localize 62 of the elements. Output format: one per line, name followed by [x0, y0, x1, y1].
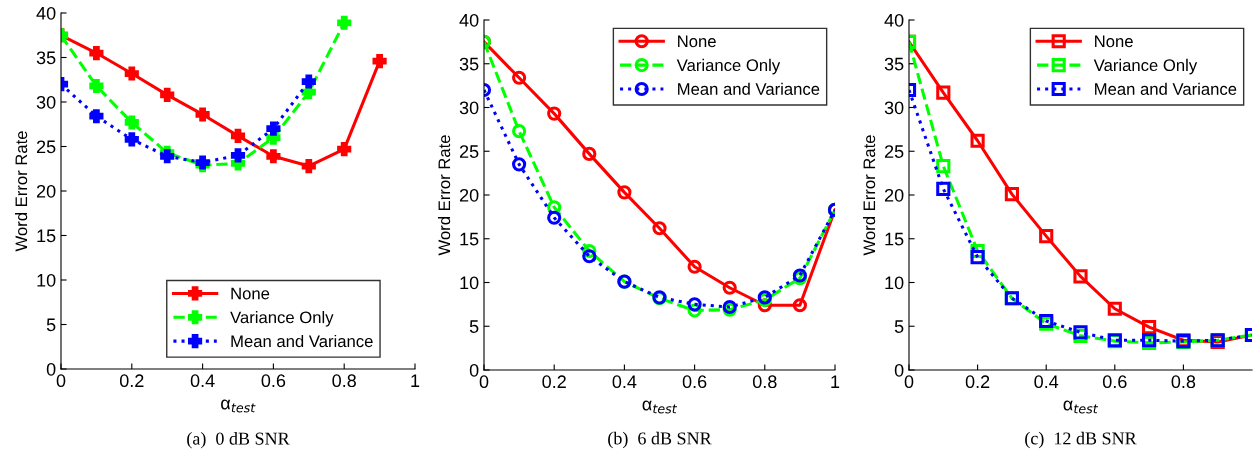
x-axis-title: α$_{test}$	[221, 399, 256, 413]
y-tick-label: 25	[459, 145, 479, 158]
x-tick-label: 0.2	[119, 374, 144, 388]
y-axis-title: Word Error Rate	[437, 135, 451, 256]
legend-label: None	[1095, 35, 1133, 48]
y-tick-label: 5	[894, 320, 904, 333]
x-tick-label: 0.4	[1034, 375, 1059, 389]
y-tick-label: 20	[884, 188, 904, 202]
y-tick-label: 10	[37, 273, 56, 287]
x-tick-label: 1	[411, 374, 420, 387]
y-tick-label: 35	[884, 57, 904, 71]
y-tick-label: 25	[884, 145, 904, 158]
y-tick-label: 15	[885, 232, 904, 246]
x-axis-title: α$_{test}$	[1063, 400, 1099, 414]
x-tick-label: 0.4	[190, 374, 215, 388]
y-tick-label: 0	[894, 363, 904, 377]
legend-label: None	[678, 35, 716, 48]
y-tick-label: 30	[459, 101, 479, 115]
x-tick-label: 0	[56, 374, 66, 388]
y-tick-label: 5	[46, 318, 56, 332]
y-tick-label: 30	[884, 101, 904, 115]
y-tick-label: 25	[36, 140, 56, 154]
y-tick-label: 10	[460, 276, 479, 290]
y-tick-label: 15	[37, 229, 56, 243]
y-tick-label: 0	[469, 363, 479, 377]
y-tick-label: 20	[459, 188, 479, 202]
y-tick-label: 35	[459, 57, 479, 71]
x-tick-label: 0.2	[965, 375, 990, 389]
legend-label: None	[231, 287, 270, 300]
y-tick-label: 40	[884, 13, 904, 27]
text: (c) 12 dB SNR	[1025, 431, 1137, 449]
x-tick-label: 0	[904, 375, 914, 389]
y-tick-label: 40	[459, 13, 479, 27]
legend-label: Mean and Variance	[231, 334, 373, 348]
x-tick-label: 0.8	[1171, 375, 1196, 389]
x-tick-label: 0.6	[1102, 375, 1127, 389]
y-axis-title: Word Error Rate	[862, 135, 876, 256]
legend-label: Variance Only	[1093, 58, 1198, 75]
y-tick-label: 35	[36, 51, 56, 65]
y-tick-label: 40	[36, 6, 56, 20]
legend-label: Variance Only	[676, 58, 781, 75]
legend-label: Mean and Variance	[678, 82, 820, 95]
text: (a) 0 dB SNR	[187, 432, 290, 449]
y-tick-label: 15	[460, 232, 479, 246]
x-tick-label: 1	[831, 375, 840, 388]
x-axis-title: α$_{test}$	[642, 400, 678, 414]
y-tick-label: 10	[885, 276, 904, 290]
y-axis-title: Word Error Rate	[14, 131, 28, 252]
x-tick-label: 0.6	[261, 374, 286, 388]
legend-label: Mean and Variance	[1095, 82, 1237, 95]
y-tick-label: 5	[469, 320, 479, 333]
x-tick-label: 0.2	[542, 375, 566, 389]
x-tick-label: 0	[479, 375, 489, 389]
y-tick-label: 0	[46, 362, 56, 376]
x-tick-label: 0.8	[332, 374, 356, 388]
y-tick-label: 30	[36, 95, 56, 109]
x-tick-label: 0.6	[682, 375, 707, 389]
text: (b) 6 dB SNR	[608, 431, 712, 449]
legend-label: Variance Only	[230, 311, 334, 327]
y-tick-label: 20	[36, 184, 56, 198]
x-tick-label: 0.4	[612, 375, 637, 389]
x-tick-label: 0.8	[752, 375, 777, 389]
